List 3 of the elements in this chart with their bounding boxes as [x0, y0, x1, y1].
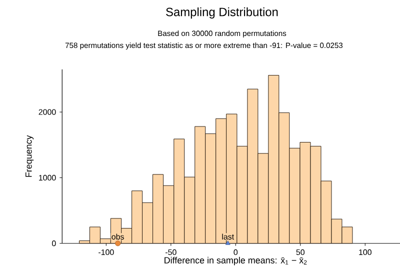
y-axis-title: Frequency [26, 135, 34, 177]
chart-title: Sampling Distribution [166, 7, 278, 19]
x-axis-title: Difference in sample means: x̄$_{1}$ − x̄$_{2}$ [164, 256, 307, 266]
